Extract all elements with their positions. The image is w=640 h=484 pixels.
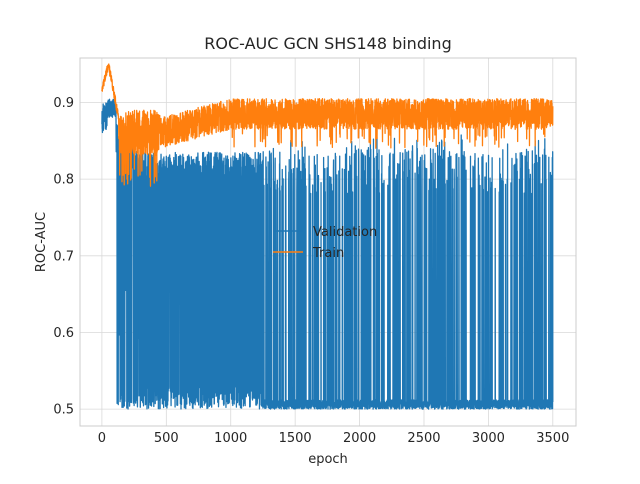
- y-tick-label: 0.7: [53, 249, 74, 264]
- legend-label-train: Train: [312, 246, 344, 261]
- x-tick-labels: 0 500 1000 1500 2000 2500 3000 3500: [98, 431, 570, 446]
- series-line-train: [101, 63, 554, 187]
- x-tick-label: 3000: [472, 431, 505, 446]
- x-tick-label: 2500: [407, 431, 440, 446]
- x-axis-label: epoch: [308, 452, 348, 467]
- y-tick-label: 0.6: [53, 326, 74, 341]
- series-line-validation: [101, 98, 554, 410]
- x-tick-label: 1500: [279, 431, 312, 446]
- legend-entry-train: Train: [273, 246, 344, 261]
- y-axis-label: ROC-AUC: [34, 212, 49, 272]
- y-tick-label: 0.5: [53, 403, 74, 418]
- y-tick-label: 0.9: [53, 96, 74, 111]
- y-tick-label: 0.8: [53, 173, 74, 188]
- y-tick-labels: 0.5 0.6 0.7 0.8 0.9: [53, 96, 74, 418]
- legend-entry-validation: Validation: [273, 225, 377, 240]
- chart-title: ROC-AUC GCN SHS148 binding: [204, 34, 451, 53]
- x-tick-label: 500: [154, 431, 179, 446]
- x-tick-label: 2000: [343, 431, 376, 446]
- legend: Validation Train: [273, 225, 377, 261]
- x-tick-label: 3500: [536, 431, 569, 446]
- series-lines: [101, 63, 554, 410]
- legend-label-validation: Validation: [313, 225, 377, 240]
- plot-border: [79, 57, 577, 427]
- x-tick-label: 1000: [214, 431, 247, 446]
- x-tick-label: 0: [98, 431, 106, 446]
